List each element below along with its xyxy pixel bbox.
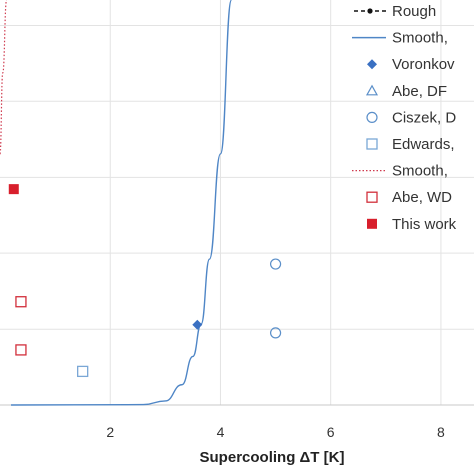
legend-swatch [366,111,378,124]
x-axis-title: Supercooling ΔT [K] [200,449,345,466]
legend-item: Ciszek, D [366,109,456,126]
x-tick-label: 4 [217,424,225,440]
series-1-line [11,0,233,406]
grid [0,0,474,405]
legend-label: Smooth, [392,30,448,47]
legend-label: Voronkov [392,56,455,73]
series-8-point [8,184,19,195]
legend-label: Rough [392,3,436,20]
legend-label: Ciszek, D [392,109,456,126]
legend-label: Smooth, [392,163,448,180]
data-layer [0,0,282,406]
legend-item: Edwards, [366,136,455,153]
legend-label: This work [392,216,457,233]
series-7-point [15,344,27,356]
legend-item: Abe, WD [366,189,452,206]
legend-swatch [365,84,379,96]
legend-item: Voronkov [367,56,455,73]
x-tick-label: 2 [106,424,114,440]
legend-swatch [366,138,378,150]
series-5-point [77,365,89,378]
legend-label: Edwards, [392,136,455,153]
legend-item: Abe, DF [365,83,447,100]
x-tick-label: 8 [437,424,445,440]
series-6-line [0,0,8,155]
legend: Rough Smooth, Voronkov Abe, DF Ciszek, D Edwa… [352,3,457,233]
legend-label: Abe, DF [392,83,447,100]
legend-swatch [366,191,378,203]
legend-swatch [367,59,377,70]
series-4-point [269,327,282,339]
x-tick-label: 6 [327,424,335,440]
legend-item: Smooth, [352,30,448,47]
series-4-point [269,258,282,270]
series-2-point [192,319,203,330]
legend-item: Rough [354,3,436,20]
legend-item: This work [367,216,457,233]
legend-swatch-marker [367,8,373,14]
legend-label: Abe, WD [392,189,452,206]
series-7-point [15,296,27,308]
legend-swatch [367,218,377,229]
legend-item: Smooth, [352,163,448,180]
